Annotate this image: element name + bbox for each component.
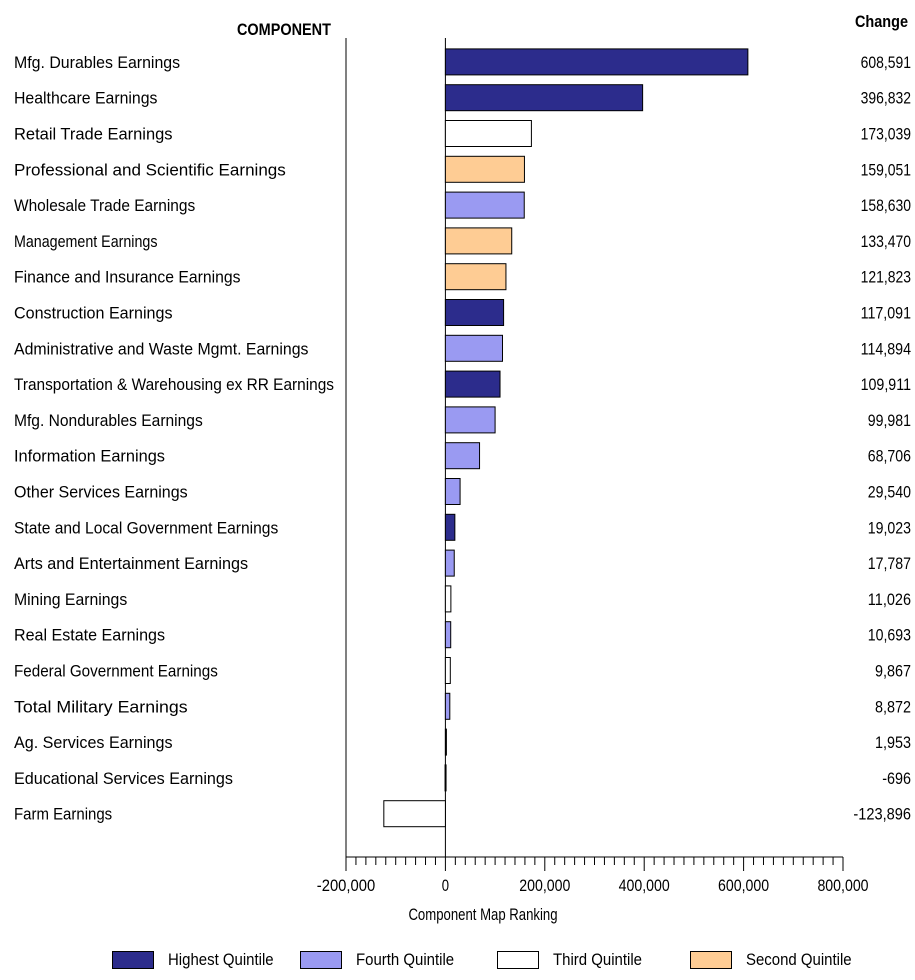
x-tick-label: 600,000 <box>718 876 769 895</box>
value-label: -696 <box>882 769 911 788</box>
value-label: 608,591 <box>861 53 911 72</box>
value-label: 19,023 <box>868 518 911 537</box>
bar <box>444 48 749 76</box>
bar <box>444 84 644 112</box>
bar <box>444 334 504 362</box>
x-axis-title: Component Map Ranking <box>408 905 557 924</box>
legend: Highest Quintile Fourth Quintile Third Q… <box>0 950 915 980</box>
legend-swatch-highest <box>112 951 154 969</box>
value-label: 159,051 <box>861 160 911 179</box>
bar <box>444 513 456 541</box>
bar <box>444 549 455 577</box>
value-label: 133,470 <box>861 232 911 251</box>
bar <box>383 800 446 828</box>
category-label: Retail Trade Earnings <box>14 125 173 144</box>
category-label: Real Estate Earnings <box>14 626 165 645</box>
bar <box>444 370 501 398</box>
category-label: Mining Earnings <box>14 590 127 609</box>
category-label: Ag. Services Earnings <box>14 733 173 752</box>
x-tick-label: -200,000 <box>317 876 375 895</box>
category-label: Other Services Earnings <box>14 483 188 502</box>
legend-label-third: Third Quintile <box>553 950 642 969</box>
category-label: Farm Earnings <box>14 805 112 824</box>
bar <box>444 692 451 720</box>
value-label: 121,823 <box>861 268 911 287</box>
category-label: Mfg. Durables Earnings <box>14 53 180 72</box>
category-label: Information Earnings <box>14 447 165 466</box>
bar <box>444 299 505 326</box>
bar-plot: Mfg. Durables Earnings 608,591 Healthcare … <box>14 38 911 924</box>
legend-label-highest: Highest Quintile <box>168 950 274 969</box>
category-label: Construction Earnings <box>14 304 173 323</box>
category-label: Management Earnings <box>14 232 157 251</box>
bar <box>444 764 447 792</box>
legend-label-second: Second Quintile <box>746 950 852 969</box>
value-label: 99,981 <box>868 411 911 430</box>
bar <box>444 120 532 147</box>
legend-item-highest: Highest Quintile <box>112 950 288 970</box>
value-label: 114,894 <box>861 339 911 358</box>
value-label: -123,896 <box>853 805 911 824</box>
category-label: Finance and Insurance Earnings <box>14 268 241 287</box>
value-label: 396,832 <box>861 89 911 108</box>
value-label: 109,911 <box>861 375 911 394</box>
value-label: 117,091 <box>861 304 911 323</box>
bar <box>444 621 452 649</box>
x-tick-label: 200,000 <box>519 876 570 895</box>
category-label: Wholesale Trade Earnings <box>14 196 195 215</box>
category-label: Total Military Earnings <box>14 697 188 716</box>
category-label: Transportation & Warehousing ex RR Earni… <box>14 375 334 394</box>
bar <box>444 728 447 756</box>
value-label: 173,039 <box>861 125 911 144</box>
category-label: Mfg. Nondurables Earnings <box>14 411 203 430</box>
category-label: State and Local Government Earnings <box>14 518 278 537</box>
x-tick-label: 800,000 <box>817 876 868 895</box>
value-label: 1,953 <box>875 733 911 752</box>
value-label: 29,540 <box>868 483 911 502</box>
category-label: Educational Services Earnings <box>14 769 233 788</box>
category-label: Professional and Scientific Earnings <box>14 160 286 179</box>
category-label: Federal Government Earnings <box>14 662 218 681</box>
value-label: 10,693 <box>868 626 911 645</box>
category-label: Arts and Entertainment Earnings <box>14 554 248 573</box>
bar <box>444 155 525 183</box>
category-label: Administrative and Waste Mgmt. Earnings <box>14 339 308 358</box>
bar <box>444 442 481 470</box>
legend-item-fourth: Fourth Quintile <box>300 950 468 970</box>
change-header: Change <box>855 12 908 31</box>
category-label: Healthcare Earnings <box>14 89 157 108</box>
bar <box>444 585 452 613</box>
legend-swatch-second <box>690 951 732 969</box>
value-label: 8,872 <box>875 697 911 716</box>
legend-item-third: Third Quintile <box>497 950 654 970</box>
legend-item-second: Second Quintile <box>690 950 866 970</box>
bar <box>444 406 496 434</box>
legend-label-fourth: Fourth Quintile <box>356 950 455 969</box>
bar <box>444 478 461 505</box>
bar <box>444 263 507 291</box>
bar <box>444 227 513 255</box>
value-label: 158,630 <box>861 196 911 215</box>
value-label: 17,787 <box>868 554 911 573</box>
component-header: COMPONENT <box>237 20 331 39</box>
bar <box>444 657 451 684</box>
bar <box>444 191 525 219</box>
value-label: 9,867 <box>875 662 911 681</box>
x-tick-label: 0 <box>442 876 449 895</box>
value-label: 11,026 <box>868 590 911 609</box>
x-tick-label: 400,000 <box>619 876 670 895</box>
legend-swatch-fourth <box>300 951 342 969</box>
value-label: 68,706 <box>868 447 911 466</box>
legend-swatch-third <box>497 951 539 969</box>
